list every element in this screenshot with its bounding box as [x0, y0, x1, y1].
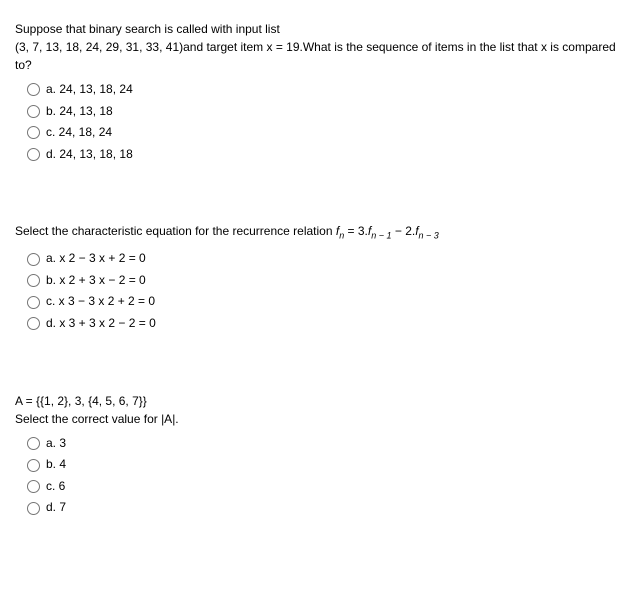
q2-f2: f	[368, 224, 371, 238]
question-3: A = {{1, 2}, 3, {4, 5, 6, 7}} Select the…	[15, 392, 622, 516]
question-2-options: a. x 2 − 3 x + 2 = 0 b. x 2 + 3 x − 2 = …	[15, 251, 622, 331]
q1-opt-c-label: c. 24, 18, 24	[46, 125, 112, 141]
q2-f3: f	[415, 224, 418, 238]
q1-radio-d[interactable]	[27, 148, 40, 161]
q1-line2: (3, 7, 13, 18, 24, 29, 31, 33, 41)and ta…	[15, 40, 616, 72]
q3-line2: Select the correct value for |A|.	[15, 412, 179, 426]
q3-line1: A = {{1, 2}, 3, {4, 5, 6, 7}}	[15, 394, 147, 408]
q3-radio-a[interactable]	[27, 437, 40, 450]
q2-minus: − 2.	[392, 224, 416, 238]
q1-option-b[interactable]: b. 24, 13, 18	[27, 104, 622, 120]
q2-option-c[interactable]: c. x 3 − 3 x 2 + 2 = 0	[27, 294, 622, 310]
question-2-stem: Select the characteristic equation for t…	[15, 222, 622, 243]
q2-radio-a[interactable]	[27, 253, 40, 266]
question-2: Select the characteristic equation for t…	[15, 222, 622, 331]
q2-opt-d-label: d. x 3 + 3 x 2 − 2 = 0	[46, 316, 156, 332]
q2-opt-b-label: b. x 2 + 3 x − 2 = 0	[46, 273, 146, 289]
q2-radio-c[interactable]	[27, 296, 40, 309]
question-1-stem: Suppose that binary search is called wit…	[15, 20, 622, 74]
q2-opt-c-label: c. x 3 − 3 x 2 + 2 = 0	[46, 294, 155, 310]
q2-f1: f	[336, 224, 339, 238]
q2-radio-d[interactable]	[27, 317, 40, 330]
q1-opt-b-label: b. 24, 13, 18	[46, 104, 113, 120]
q2-opt-a-label: a. x 2 − 3 x + 2 = 0	[46, 251, 146, 267]
q3-option-d[interactable]: d. 7	[27, 500, 622, 516]
q1-option-a[interactable]: a. 24, 13, 18, 24	[27, 82, 622, 98]
q3-opt-c-label: c. 6	[46, 479, 65, 495]
q1-radio-c[interactable]	[27, 126, 40, 139]
q3-option-a[interactable]: a. 3	[27, 436, 622, 452]
q2-sub-n3: n − 3	[419, 231, 439, 241]
q3-radio-d[interactable]	[27, 502, 40, 515]
q3-radio-c[interactable]	[27, 480, 40, 493]
q1-opt-d-label: d. 24, 13, 18, 18	[46, 147, 133, 163]
q1-line1: Suppose that binary search is called wit…	[15, 22, 280, 36]
q3-opt-d-label: d. 7	[46, 500, 66, 516]
q3-option-b[interactable]: b. 4	[27, 457, 622, 473]
q2-option-b[interactable]: b. x 2 + 3 x − 2 = 0	[27, 273, 622, 289]
q2-eq: = 3.	[344, 224, 368, 238]
q2-sub-n1: n − 1	[371, 231, 391, 241]
q3-opt-b-label: b. 4	[46, 457, 66, 473]
question-1-options: a. 24, 13, 18, 24 b. 24, 13, 18 c. 24, 1…	[15, 82, 622, 162]
question-3-stem: A = {{1, 2}, 3, {4, 5, 6, 7}} Select the…	[15, 392, 622, 428]
q1-option-d[interactable]: d. 24, 13, 18, 18	[27, 147, 622, 163]
q2-radio-b[interactable]	[27, 274, 40, 287]
question-1: Suppose that binary search is called wit…	[15, 20, 622, 162]
q2-option-a[interactable]: a. x 2 − 3 x + 2 = 0	[27, 251, 622, 267]
q3-radio-b[interactable]	[27, 459, 40, 472]
q1-radio-b[interactable]	[27, 105, 40, 118]
q1-option-c[interactable]: c. 24, 18, 24	[27, 125, 622, 141]
q2-prefix: Select the characteristic equation for t…	[15, 224, 336, 238]
q1-radio-a[interactable]	[27, 83, 40, 96]
q2-option-d[interactable]: d. x 3 + 3 x 2 − 2 = 0	[27, 316, 622, 332]
question-3-options: a. 3 b. 4 c. 6 d. 7	[15, 436, 622, 516]
q1-opt-a-label: a. 24, 13, 18, 24	[46, 82, 133, 98]
q3-option-c[interactable]: c. 6	[27, 479, 622, 495]
q3-opt-a-label: a. 3	[46, 436, 66, 452]
